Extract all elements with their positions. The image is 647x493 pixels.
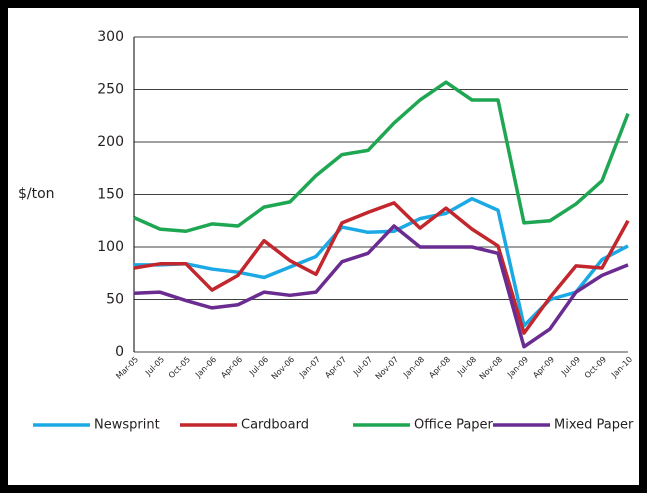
y-tick-label: 50	[106, 292, 124, 308]
legend-label: Mixed Paper	[554, 418, 634, 433]
legend-label: Newsprint	[94, 418, 160, 433]
y-tick-label: 200	[97, 134, 124, 150]
series-line	[133, 224, 629, 349]
y-tick-label: 150	[97, 187, 124, 203]
legend-label: Cardboard	[241, 418, 309, 433]
legend-label: Office Paper	[414, 418, 494, 433]
y-tick-label: 100	[97, 239, 124, 255]
y-tick-label: 300	[97, 29, 124, 45]
y-tick-label: 0	[115, 344, 124, 360]
series-line	[133, 201, 630, 335]
y-axis-label: $/ton	[18, 186, 55, 202]
y-tick-label: 250	[97, 82, 124, 98]
series-line	[133, 80, 630, 233]
